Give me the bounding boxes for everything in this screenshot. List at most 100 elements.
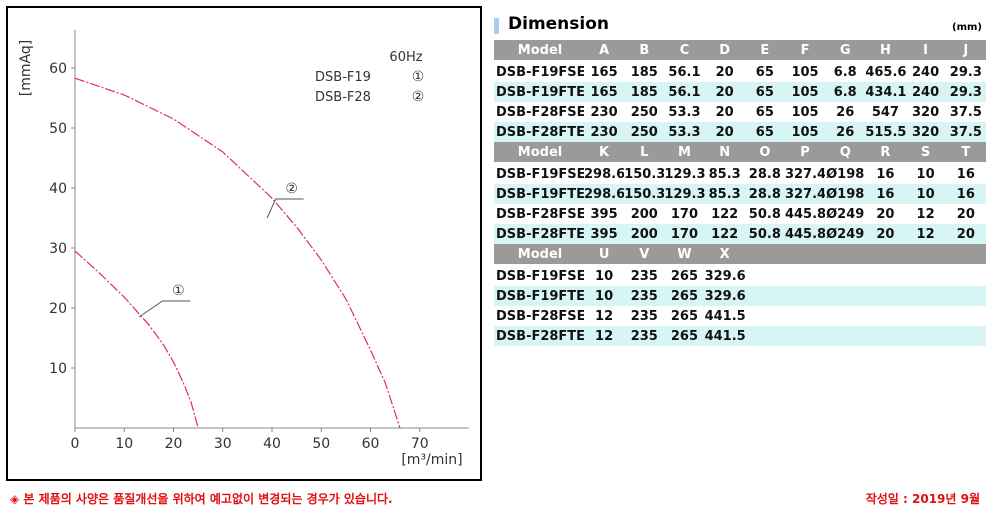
column-header: E bbox=[744, 40, 785, 62]
value-cell: 6.8 bbox=[825, 82, 866, 102]
value-cell: 320 bbox=[912, 104, 940, 120]
value-cell bbox=[946, 265, 986, 286]
table-row: DSB-F28FTE 12 235 265 441.5 bbox=[494, 326, 986, 346]
value-cell: 170 bbox=[670, 206, 699, 222]
value-cell: 240 bbox=[905, 82, 946, 102]
column-header: J bbox=[945, 40, 986, 62]
value-cell: 515.5 bbox=[865, 122, 906, 142]
value-cell: 105 bbox=[784, 82, 826, 102]
series-line-1 bbox=[74, 250, 199, 429]
value-cell: 10 bbox=[595, 268, 614, 284]
column-header: T bbox=[945, 142, 986, 164]
value-cell: 10 bbox=[584, 286, 625, 306]
value-cell: 20 bbox=[876, 206, 895, 222]
value-cell: 26 bbox=[836, 104, 855, 120]
column-header: M bbox=[664, 142, 705, 164]
value-cell bbox=[905, 286, 946, 306]
value-cell: 547 bbox=[871, 104, 899, 120]
annotation-leader-line bbox=[138, 300, 191, 318]
value-cell: 37.5 bbox=[945, 122, 986, 142]
column-header: Model bbox=[494, 142, 584, 164]
model-cell: DSB-F19FTE bbox=[494, 82, 584, 102]
model-cell: DSB-F28FSE bbox=[496, 308, 584, 324]
value-cell bbox=[784, 326, 826, 346]
x-tick-label: 40 bbox=[263, 436, 281, 452]
value-cell: 165 bbox=[590, 64, 618, 80]
x-tick-label: 0 bbox=[71, 436, 80, 452]
value-cell bbox=[905, 326, 946, 346]
value-cell: 20 bbox=[715, 104, 734, 120]
column-header: W bbox=[664, 244, 705, 266]
column-header: S bbox=[905, 142, 946, 164]
value-cell: Ø198 bbox=[825, 184, 866, 204]
value-cell bbox=[744, 326, 785, 346]
table-row: DSB-F28FSE 12 235 265 441.5 bbox=[494, 306, 986, 326]
value-cell: 235 bbox=[624, 286, 665, 306]
y-tick-label: 10 bbox=[49, 361, 67, 377]
value-cell: 12 bbox=[595, 308, 614, 324]
curve-label: ② bbox=[285, 181, 298, 197]
x-tick-label: 60 bbox=[362, 436, 380, 452]
value-cell: 441.5 bbox=[704, 308, 745, 324]
value-cell: 235 bbox=[630, 308, 658, 324]
value-cell: 50.8 bbox=[748, 206, 781, 222]
value-cell: 37.5 bbox=[949, 104, 982, 120]
value-cell: 230 bbox=[590, 104, 618, 120]
value-cell: 16 bbox=[956, 166, 975, 182]
table-header-row: Model K L M N O P Q R S T bbox=[494, 142, 986, 164]
value-cell: 298.6 bbox=[584, 184, 625, 204]
value-cell bbox=[946, 306, 986, 326]
x-tick-label: 10 bbox=[115, 436, 133, 452]
value-cell: 200 bbox=[624, 224, 665, 244]
performance-chart: 0 10 20 30 40 50 60 70 10 20 30 40 50 60 [mmAq] [m³/min… bbox=[18, 30, 469, 468]
model-cell: DSB-F19FSE bbox=[496, 64, 584, 80]
value-cell bbox=[745, 265, 785, 286]
series-line-2 bbox=[74, 77, 401, 429]
value-cell: 265 bbox=[670, 268, 699, 284]
model-cell: DSB-F19FSE bbox=[496, 166, 584, 182]
model-cell: DSB-F19FTE bbox=[494, 286, 584, 306]
table-row: DSB-F28FTE 395 200 170 122 50.8 445.8 Ø249 20 12 2… bbox=[494, 224, 986, 244]
column-header: Model bbox=[494, 244, 584, 266]
value-cell: 445.8 bbox=[784, 224, 826, 244]
value-cell: 50.8 bbox=[744, 224, 785, 244]
value-cell: 122 bbox=[711, 206, 739, 222]
column-header bbox=[825, 244, 866, 266]
value-cell bbox=[945, 286, 986, 306]
column-header: O bbox=[744, 142, 785, 164]
value-cell: 16 bbox=[945, 184, 986, 204]
curve-label: ① bbox=[172, 283, 185, 299]
value-cell bbox=[865, 286, 906, 306]
value-cell: 6.8 bbox=[833, 64, 857, 80]
value-cell: 395 bbox=[584, 224, 625, 244]
x-tick-label: 20 bbox=[165, 436, 183, 452]
legend-marker: ① bbox=[412, 69, 425, 85]
value-cell: 298.6 bbox=[584, 166, 625, 182]
column-header: P bbox=[784, 142, 826, 164]
value-cell: 185 bbox=[630, 64, 658, 80]
value-cell: 327.4 bbox=[784, 184, 826, 204]
value-cell: 150.3 bbox=[624, 166, 665, 182]
value-cell: 53.3 bbox=[664, 122, 705, 142]
column-header: N bbox=[704, 142, 745, 164]
model-cell: DSB-F28FSE bbox=[496, 206, 584, 222]
value-cell: 235 bbox=[630, 268, 658, 284]
value-cell: 85.3 bbox=[708, 166, 741, 182]
dimension-header: Dimension (mm) bbox=[494, 14, 986, 40]
value-cell: 16 bbox=[865, 184, 906, 204]
column-header: H bbox=[865, 40, 906, 62]
column-header: D bbox=[704, 40, 745, 62]
value-cell: 150.3 bbox=[624, 184, 665, 204]
column-header: X bbox=[704, 244, 745, 266]
column-header bbox=[865, 244, 906, 266]
annotation-leader-line bbox=[266, 198, 304, 219]
value-cell: 20 bbox=[704, 122, 745, 142]
value-cell bbox=[825, 326, 866, 346]
value-cell bbox=[745, 306, 785, 326]
value-cell bbox=[945, 326, 986, 346]
value-cell: 105 bbox=[784, 122, 826, 142]
column-header: U bbox=[584, 244, 625, 266]
model-cell: DSB-F28FTE bbox=[494, 224, 584, 244]
value-cell: 200 bbox=[630, 206, 658, 222]
value-cell: 320 bbox=[905, 122, 946, 142]
